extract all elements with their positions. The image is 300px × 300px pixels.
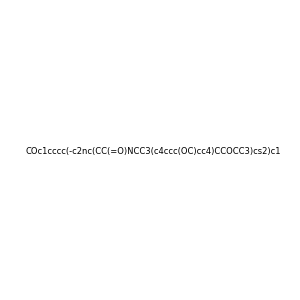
Text: COc1cccc(-c2nc(CC(=O)NCC3(c4ccc(OC)cc4)CCOCC3)cs2)c1: COc1cccc(-c2nc(CC(=O)NCC3(c4ccc(OC)cc4)C… bbox=[26, 147, 281, 156]
